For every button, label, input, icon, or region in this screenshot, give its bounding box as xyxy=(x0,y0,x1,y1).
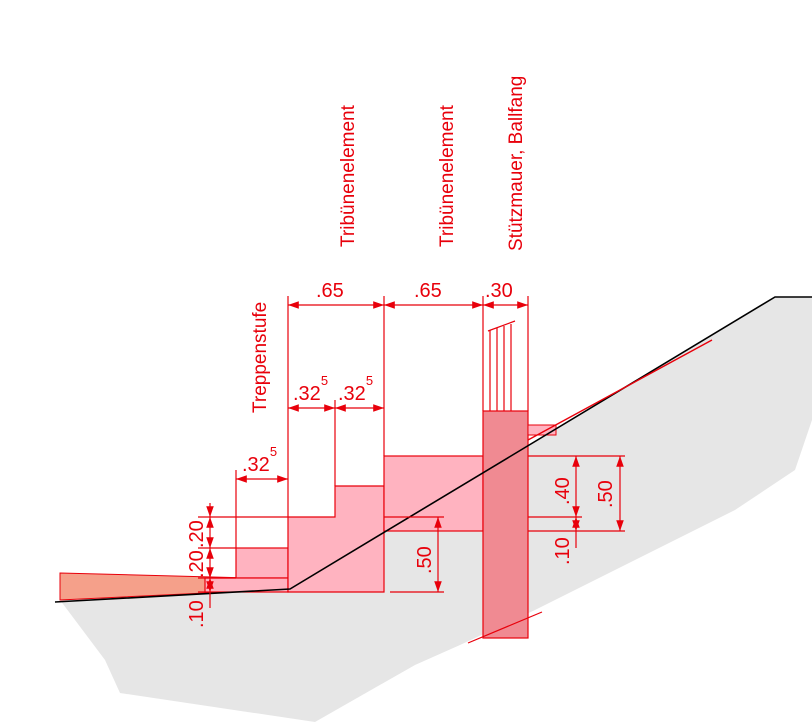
dim-020-top: .20 xyxy=(186,520,208,548)
label-tribuenenelement-1: Tribünenelement xyxy=(338,104,359,247)
dim-040-right: .40 xyxy=(552,477,574,505)
terrain-line xyxy=(54,296,812,603)
dim-010-right: .10 xyxy=(552,537,574,565)
terrain-red-overlay xyxy=(527,339,713,441)
tribune-element-1 xyxy=(287,485,385,593)
dimension-lines xyxy=(198,296,625,608)
dim-030: .30 xyxy=(485,280,513,302)
dim-0325-mid-a: .325 xyxy=(293,373,328,405)
dim-065-a: .65 xyxy=(316,280,344,302)
dim-0325-mid-b: .325 xyxy=(338,373,373,405)
tribune-element-2 xyxy=(383,455,484,532)
retaining-wall xyxy=(482,410,529,639)
dim-050-center: .50 xyxy=(414,546,436,574)
dim-0325-low: .325 xyxy=(242,444,277,476)
dim-020-bottom: .20 xyxy=(186,550,208,578)
wall-foot-line xyxy=(467,611,543,644)
wall-cap xyxy=(527,424,557,436)
label-tribuenenelement-2: Tribünenelement xyxy=(437,104,458,247)
ball-fence xyxy=(487,320,516,411)
dim-010-left: .10 xyxy=(186,600,208,628)
label-stuetzmauer-ballfang: Stützmauer, Ballfang xyxy=(506,76,527,251)
dim-065-b: .65 xyxy=(414,280,442,302)
dim-050-right: .50 xyxy=(595,480,617,508)
stair-step xyxy=(235,547,289,579)
label-treppenstufe: Treppenstufe xyxy=(250,302,271,413)
